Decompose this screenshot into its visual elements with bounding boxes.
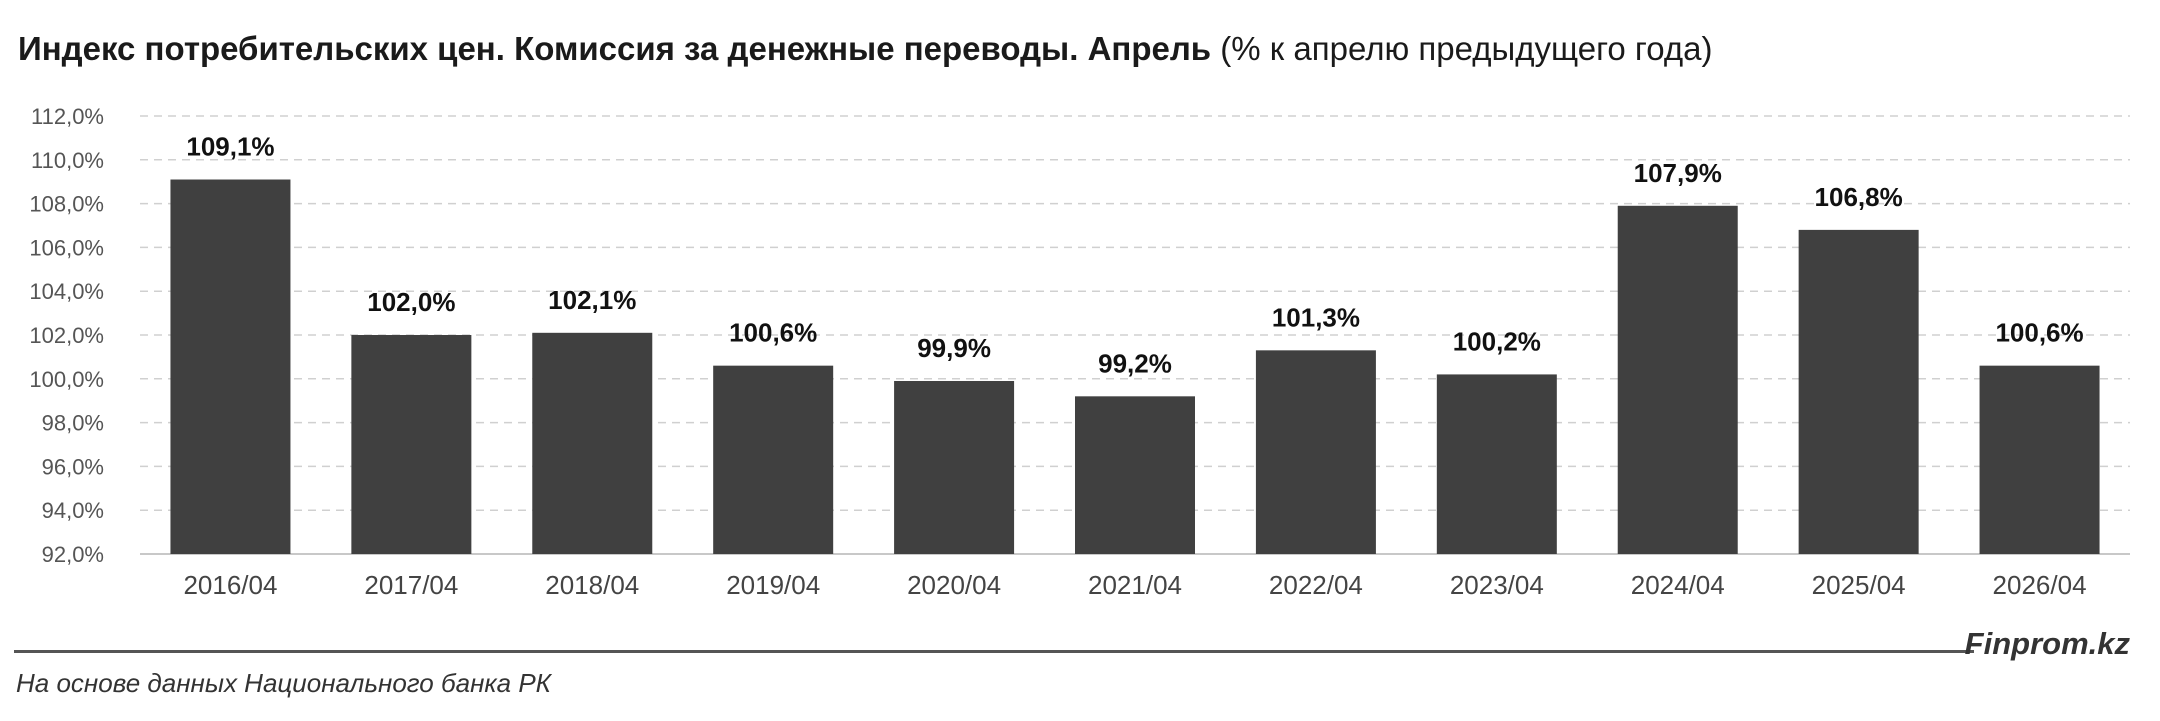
y-tick-label: 100,0% <box>29 367 104 392</box>
y-tick-label: 96,0% <box>42 454 104 479</box>
chart-title-unit: (% к апрелю предыдущего года) <box>1220 30 1713 67</box>
bar <box>1798 229 1919 554</box>
footer-divider <box>14 650 1974 653</box>
data-label: 102,0% <box>367 287 455 317</box>
y-tick-label: 108,0% <box>29 192 104 217</box>
y-tick-label: 92,0% <box>42 542 104 567</box>
bar <box>532 332 653 554</box>
bar <box>351 335 472 554</box>
y-tick-label: 104,0% <box>29 279 104 304</box>
y-tick-label: 110,0% <box>31 148 104 173</box>
bar <box>1075 396 1195 554</box>
bar <box>1255 350 1376 554</box>
data-label: 102,1% <box>548 285 636 315</box>
y-tick-label: 106,0% <box>29 235 104 260</box>
x-tick-label: 2024/04 <box>1631 570 1725 600</box>
y-tick-label: 94,0% <box>42 498 104 523</box>
data-label: 99,9% <box>917 333 991 363</box>
bar <box>1617 205 1738 555</box>
data-label: 101,3% <box>1272 302 1360 332</box>
x-tick-label: 2019/04 <box>726 570 820 600</box>
source-note: На основе данных Национального банка РК <box>16 668 552 698</box>
data-label: 109,1% <box>186 132 274 162</box>
data-label: 100,2% <box>1453 326 1541 356</box>
bar <box>713 365 834 554</box>
bar <box>1436 374 1557 554</box>
data-label: 107,9% <box>1634 158 1722 188</box>
x-tick-label: 2020/04 <box>907 570 1001 600</box>
chart-title: Индекс потребительских цен. Комиссия за … <box>18 30 1712 68</box>
data-label: 100,6% <box>1995 318 2083 348</box>
bar <box>170 179 291 554</box>
x-tick-label: 2017/04 <box>364 570 458 600</box>
x-tick-label: 2018/04 <box>545 570 639 600</box>
bar <box>1979 365 2100 554</box>
x-tick-label: 2022/04 <box>1269 570 1363 600</box>
bar <box>894 380 1015 554</box>
x-tick-label: 2025/04 <box>1812 570 1906 600</box>
chart-title-main: Индекс потребительских цен. Комиссия за … <box>18 30 1212 67</box>
y-tick-label: 112,0% <box>31 104 104 129</box>
x-tick-label: 2023/04 <box>1450 570 1544 600</box>
data-label: 106,8% <box>1815 182 1903 212</box>
data-label: 99,2% <box>1098 348 1172 378</box>
y-tick-label: 98,0% <box>42 411 104 436</box>
brand-logo-text: Finprom.kz <box>1964 626 2130 661</box>
data-label: 100,6% <box>729 318 817 348</box>
x-tick-label: 2016/04 <box>183 570 277 600</box>
x-tick-label: 2026/04 <box>1993 570 2087 600</box>
x-tick-label: 2021/04 <box>1088 570 1182 600</box>
bar-chart: 92,0% 94,0% 96,0% 98,0% 100,0% 102,0% 104,0% 10… <box>29 104 2130 600</box>
y-tick-label: 102,0% <box>29 323 104 348</box>
